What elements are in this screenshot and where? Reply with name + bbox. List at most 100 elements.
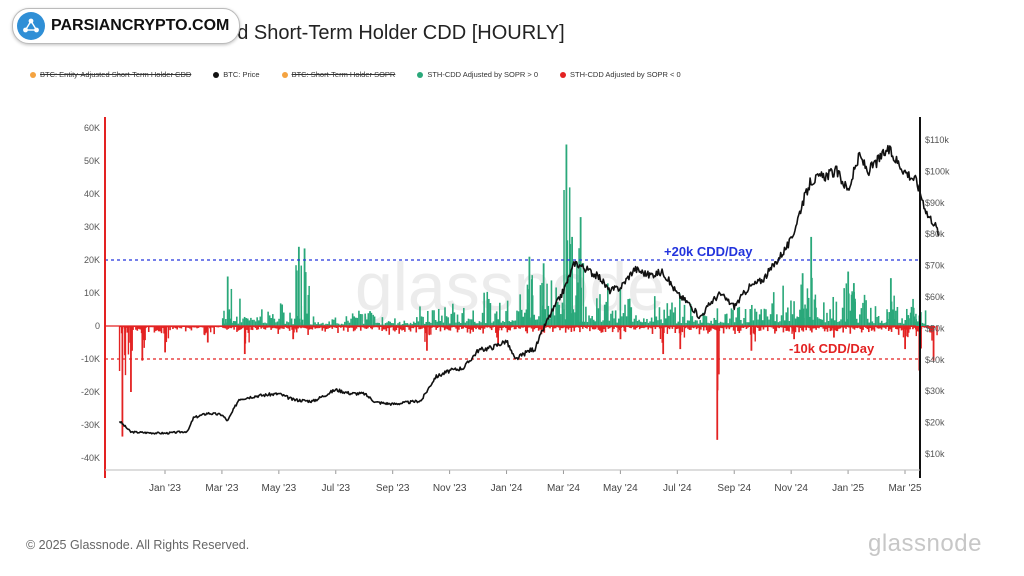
bar-positive (840, 319, 842, 326)
bar-positive (797, 317, 800, 326)
bar-negative (135, 326, 137, 330)
spike-negative (293, 326, 295, 333)
bar-negative (559, 326, 561, 331)
bar-negative (169, 326, 171, 331)
bar-negative (200, 326, 203, 328)
bar-negative (897, 326, 900, 335)
spike-positive (565, 144, 568, 326)
bar-negative (812, 326, 815, 329)
bar-positive (251, 319, 254, 326)
bar-negative (194, 326, 197, 328)
bar-positive (749, 309, 752, 326)
legend-item[interactable]: BTC: Short-Term Holder SOPR (281, 70, 395, 79)
bar-positive (456, 314, 459, 326)
bar-positive (488, 298, 490, 326)
bar-negative (139, 326, 141, 330)
bar-negative (402, 326, 405, 330)
legend-item[interactable]: STH-CDD Adjusted by SOPR < 0 (560, 70, 681, 79)
spike-negative (794, 326, 797, 333)
bar-positive (347, 320, 349, 326)
bar-positive (556, 301, 559, 326)
spike-negative (210, 326, 212, 333)
spike-negative (617, 326, 619, 333)
legend-item[interactable]: STH-CDD Adjusted by SOPR > 0 (417, 70, 538, 79)
bar-negative (369, 326, 372, 329)
bar-negative (747, 326, 749, 328)
bar-negative (566, 326, 568, 329)
bar-negative (156, 326, 159, 331)
bar-positive (480, 322, 482, 326)
spike-positive (811, 277, 813, 326)
brand-badge[interactable]: PARSIANCRYPTO.COM (12, 8, 241, 44)
bar-negative (913, 326, 916, 328)
bar-negative (712, 326, 715, 329)
bar-positive (755, 311, 758, 326)
bar-negative (720, 326, 722, 328)
bar-negative (868, 326, 870, 333)
bar-negative (654, 326, 657, 330)
spike-positive (542, 263, 545, 326)
spike-negative (835, 326, 837, 332)
bar-negative (147, 326, 150, 333)
bar-negative (216, 326, 218, 328)
spike-negative (428, 326, 430, 336)
bar-positive (611, 310, 614, 326)
bar-positive (389, 321, 392, 326)
bar-negative (704, 326, 706, 328)
bar-negative (150, 326, 153, 328)
spike-negative (163, 326, 165, 334)
bar-negative (327, 326, 329, 329)
bar-negative (766, 326, 769, 332)
spike-positive (223, 310, 225, 326)
spike-negative (124, 326, 126, 356)
legend-item[interactable]: BTC: Entity-Adjusted Short-Term Holder C… (30, 70, 191, 79)
bar-positive (680, 323, 683, 326)
bar-positive (470, 319, 473, 326)
spike-positive (300, 265, 303, 326)
bar-positive (779, 321, 781, 326)
spike-positive (577, 282, 579, 326)
bar-negative (584, 326, 587, 328)
legend-item[interactable]: BTC: Price (213, 70, 260, 79)
bar-negative (560, 326, 563, 329)
bar-positive (464, 322, 467, 326)
bar-positive (713, 317, 716, 326)
spike-negative (131, 326, 133, 351)
bar-negative (311, 326, 314, 330)
bar-negative (909, 326, 911, 330)
spike-negative (793, 326, 795, 340)
bar-positive (672, 312, 675, 326)
bar-negative (542, 326, 544, 332)
spike-negative (167, 326, 170, 339)
bar-positive (884, 322, 886, 326)
bar-negative (297, 326, 299, 329)
x-tick-label: Jul '23 (321, 483, 350, 494)
bar-positive (652, 321, 655, 326)
bar-negative (396, 326, 399, 328)
bar-negative (880, 326, 883, 330)
bar-negative (728, 326, 731, 330)
bar-positive (602, 320, 604, 326)
bar-negative (522, 326, 524, 328)
bar-positive (772, 292, 775, 326)
spike-negative (144, 326, 146, 341)
bar-positive (628, 298, 631, 326)
bar-negative (907, 326, 910, 333)
bar-positive (297, 315, 299, 326)
bar-positive (513, 320, 515, 326)
bar-positive (757, 319, 759, 326)
bar-positive (835, 301, 838, 326)
bar-negative (727, 326, 729, 328)
bar-negative (825, 326, 827, 330)
bar-negative (729, 326, 732, 328)
bar-negative (260, 326, 262, 329)
bar-negative (883, 326, 886, 328)
bar-negative (650, 326, 652, 329)
bar-negative (162, 326, 164, 329)
bar-positive (686, 320, 689, 326)
bar-positive (876, 317, 878, 326)
bar-positive (489, 303, 492, 326)
bar-negative (436, 326, 439, 328)
bar-negative (401, 326, 403, 331)
bar-negative (702, 326, 705, 331)
